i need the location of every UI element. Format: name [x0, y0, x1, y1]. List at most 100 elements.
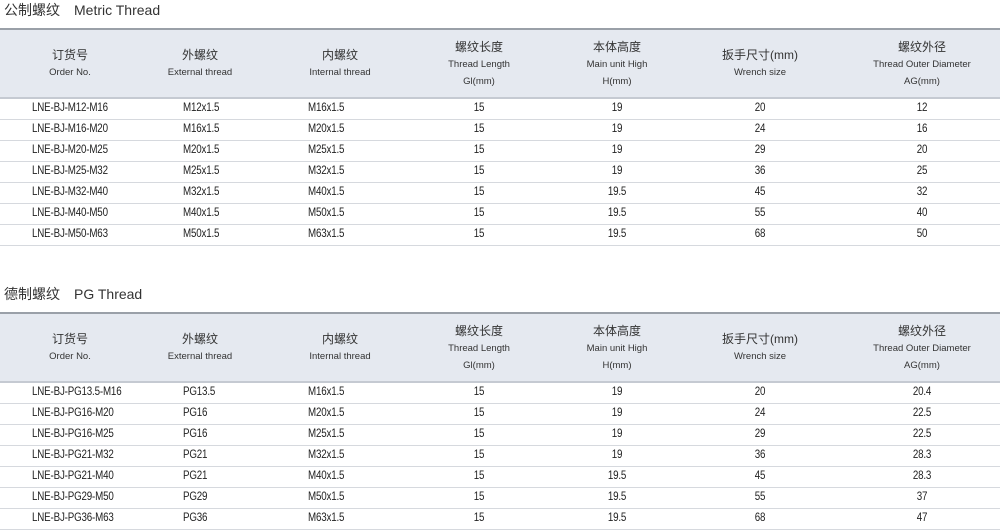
table-row: LNE-BJ-M25-M32 M25x1.5 M32x1.5 15 19 36 25 [0, 162, 1000, 183]
header-en: Thread Outer Diameter [873, 58, 971, 70]
table-cell: LNE-BJ-PG16-M25 [32, 428, 114, 440]
table-cell: 16 [916, 123, 928, 135]
table-cell: 68 [754, 228, 766, 240]
table-cell: 24 [754, 407, 766, 419]
header-zh: 外螺纹 [181, 332, 218, 346]
table-cell: LNE-BJ-M32-M40 [32, 186, 108, 198]
table-cell: M40x1.5 [308, 470, 345, 482]
table-cell: 37 [916, 491, 928, 503]
table-cell: 15 [473, 144, 485, 156]
header-en: Order No. [49, 351, 91, 362]
table-cell: 19 [611, 407, 623, 419]
table-cell: 19.5 [607, 186, 627, 198]
header-en: Gl(mm) [463, 75, 495, 87]
header-en: AG(mm) [904, 75, 940, 87]
header-en: Thread Length [448, 58, 510, 70]
table-cell: 32 [916, 186, 928, 198]
header-zh: 本体高度 [592, 323, 642, 338]
table-cell: 15 [473, 228, 485, 240]
table-cell: LNE-BJ-PG21-M40 [32, 470, 114, 482]
table-cell: 15 [473, 512, 485, 524]
table-header: 订货号 Order No. 外螺纹 External thread 内螺纹 Interna… [0, 28, 1000, 99]
header-en: External thread [167, 351, 233, 362]
header-en: Gl(mm) [463, 359, 495, 371]
header-zh: 扳手尺寸(mm) [722, 332, 798, 346]
table-cell: LNE-BJ-M25-M32 [32, 165, 108, 177]
table-row: LNE-BJ-PG13.5-M16 PG13.5 M16x1.5 15 19 20 20.4 [0, 383, 1000, 404]
spec-table: 订货号 Order No. 外螺纹 External thread 内螺纹 Interna… [0, 312, 1000, 530]
table-row: LNE-BJ-PG29-M50 PG29 M50x1.5 15 19.5 55 37 [0, 488, 1000, 509]
table-row: LNE-BJ-M32-M40 M32x1.5 M40x1.5 15 19.5 45 32 [0, 183, 1000, 204]
table-header: 订货号 Order No. 外螺纹 External thread 内螺纹 Interna… [0, 312, 1000, 383]
header-en: Internal thread [309, 67, 371, 78]
table-row: LNE-BJ-PG21-M40 PG21 M40x1.5 15 19.5 45 28.3 [0, 467, 1000, 488]
table-cell: 22.5 [912, 428, 932, 440]
table-cell: 36 [754, 165, 766, 177]
table-cell: PG13.5 [183, 386, 216, 398]
table-cell: 15 [473, 470, 485, 482]
table-cell: 15 [473, 186, 485, 198]
table-cell: 36 [754, 449, 766, 461]
table-row: LNE-BJ-PG21-M32 PG21 M32x1.5 15 19 36 28.3 [0, 446, 1000, 467]
table-cell: 12 [916, 102, 928, 114]
table-cell: 28.3 [912, 470, 932, 482]
table-cell: M32x1.5 [308, 449, 345, 461]
header-en: Thread Outer Diameter [873, 342, 971, 354]
table-cell: M63x1.5 [308, 228, 345, 240]
table-cell: LNE-BJ-PG36-M63 [32, 512, 114, 524]
table-cell: LNE-BJ-M12-M16 [32, 102, 108, 114]
header-zh: 螺纹外径 [897, 39, 946, 54]
table-cell: 19 [611, 144, 623, 156]
table-row: LNE-BJ-PG16-M25 PG16 M25x1.5 15 19 29 22.5 [0, 425, 1000, 446]
header-zh: 本体高度 [592, 39, 642, 54]
header-cell: 螺纹长度 Thread Length Gl(mm) [448, 314, 510, 381]
table-cell: PG29 [183, 491, 208, 503]
header-cell: 螺纹外径 Thread Outer Diameter AG(mm) [873, 314, 971, 381]
table-cell: 15 [473, 449, 485, 461]
header-en: Order No. [49, 67, 91, 78]
table-cell: 45 [754, 186, 766, 198]
header-zh: 订货号 [51, 48, 88, 62]
table-cell: M20x1.5 [183, 144, 220, 156]
table-cell: 19 [611, 102, 623, 114]
table-cell: 19.5 [607, 207, 627, 219]
table-row: LNE-BJ-M12-M16 M12x1.5 M16x1.5 15 19 20 12 [0, 99, 1000, 120]
header-cell: 本体高度 Main unit High H(mm) [587, 314, 648, 381]
table-cell: 15 [473, 165, 485, 177]
header-cell: 螺纹长度 Thread Length Gl(mm) [448, 30, 510, 97]
table-cell: 15 [473, 102, 485, 114]
table-cell: M32x1.5 [308, 165, 345, 177]
table-cell: M25x1.5 [308, 144, 345, 156]
header-cell: 内螺纹 Internal thread [309, 314, 370, 381]
table-cell: 15 [473, 386, 485, 398]
table-cell: 55 [754, 207, 766, 219]
table-cell: 45 [754, 470, 766, 482]
table-cell: M40x1.5 [308, 186, 345, 198]
table-cell: 15 [473, 123, 485, 135]
header-zh: 扳手尺寸(mm) [722, 48, 798, 62]
header-zh: 螺纹长度 [454, 39, 504, 54]
table-cell: 25 [916, 165, 928, 177]
table-cell: 20 [754, 102, 766, 114]
table-cell: LNE-BJ-PG29-M50 [32, 491, 114, 503]
header-zh: 内螺纹 [321, 332, 359, 346]
table-cell: M63x1.5 [308, 512, 345, 524]
table-cell: 19 [611, 386, 623, 398]
header-zh: 外螺纹 [181, 48, 218, 62]
table-cell: 19.5 [607, 491, 627, 503]
table-row: LNE-BJ-M16-M20 M16x1.5 M20x1.5 15 19 24 16 [0, 120, 1000, 141]
table-cell: 19.5 [607, 512, 627, 524]
table-cell: M20x1.5 [308, 123, 345, 135]
table-cell: 28.3 [912, 449, 932, 461]
header-zh: 内螺纹 [321, 48, 359, 62]
table-cell: 22.5 [912, 407, 932, 419]
table-cell: 55 [754, 491, 766, 503]
table-cell: 15 [473, 491, 485, 503]
header-cell: 外螺纹 External thread [168, 314, 232, 381]
table-cell: 24 [754, 123, 766, 135]
table-cell: M12x1.5 [183, 102, 220, 114]
table-cell: 29 [754, 428, 766, 440]
table-cell: 19 [611, 165, 623, 177]
section-title: 德制螺纹 PG Thread [4, 286, 143, 302]
header-en: External thread [167, 67, 233, 78]
